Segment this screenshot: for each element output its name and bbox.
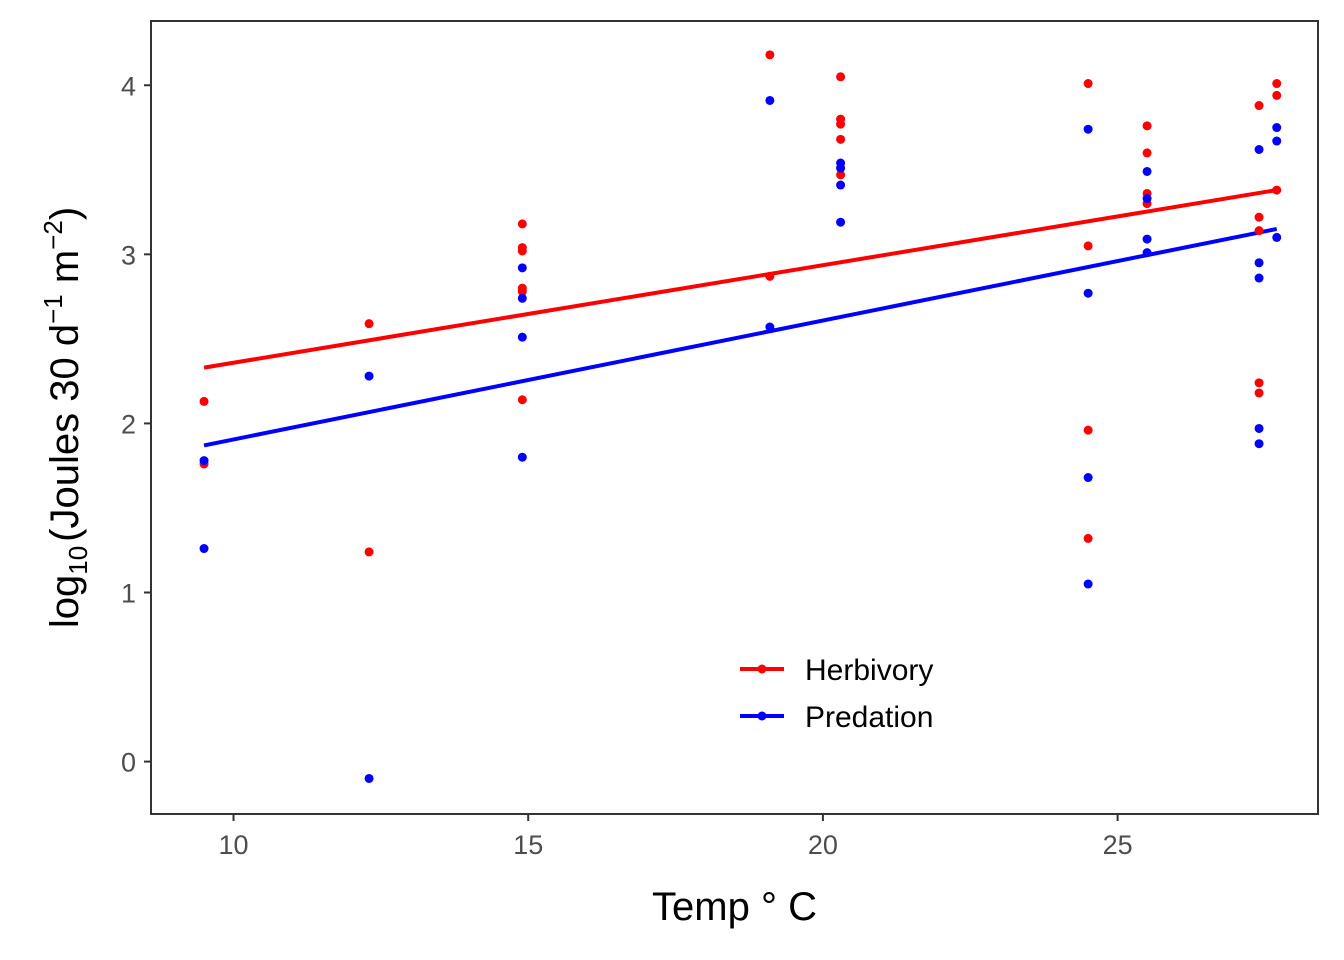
- predation-fit-line: [203, 227, 1278, 448]
- predation-point: [1142, 194, 1152, 204]
- predation-point: [1083, 579, 1093, 589]
- herbivory-point: [1254, 378, 1264, 388]
- predation-point: [364, 773, 374, 783]
- predation-point: [1254, 439, 1264, 449]
- herbivory-point: [1142, 121, 1152, 131]
- herbivory-point: [1083, 79, 1093, 89]
- predation-point: [517, 332, 527, 342]
- predation-point: [1083, 124, 1093, 134]
- predation-point: [1142, 248, 1152, 258]
- y-title-log-subscript: 10: [63, 546, 93, 575]
- y-title-close: ): [43, 207, 87, 220]
- herbivory-point: [1083, 241, 1093, 251]
- y-title-m-exponent: −2: [38, 220, 68, 250]
- herbivory-point: [364, 319, 374, 329]
- herbivory-point: [1083, 533, 1093, 543]
- y-title-m: m: [43, 250, 87, 294]
- predation-point: [765, 322, 775, 332]
- y-title-log: log: [43, 575, 87, 628]
- predation-point: [1254, 273, 1264, 283]
- herbivory-point: [364, 547, 374, 557]
- y-axis-title: log10 (Joules 30 d−1 m−2): [38, 207, 93, 628]
- herbivory-point: [765, 50, 775, 60]
- herbivory-fit-line: [203, 188, 1278, 370]
- herbivory-point: [836, 134, 846, 144]
- herbivory-point: [517, 395, 527, 405]
- y-title-main: (Joules 30 d: [43, 324, 87, 542]
- herbivory-point: [1254, 101, 1264, 111]
- legend: Herbivory Predation: [740, 654, 933, 734]
- herbivory-point: [836, 170, 846, 180]
- predation-point: [199, 456, 209, 466]
- herbivory-point: [199, 396, 209, 406]
- predation-point: [1272, 232, 1282, 242]
- predation-point: [364, 371, 374, 381]
- x-tick-label: 20: [808, 830, 838, 860]
- predation-point: [1272, 136, 1282, 146]
- plot-panel-border: [150, 20, 1319, 815]
- predation-point: [517, 293, 527, 303]
- herbivory-point: [836, 119, 846, 129]
- predation-point: [836, 217, 846, 227]
- point-layer: [199, 50, 1282, 783]
- herbivory-point: [517, 246, 527, 256]
- predation-point: [1083, 288, 1093, 298]
- herbivory-point: [1254, 226, 1264, 236]
- y-tick-label: 2: [121, 409, 136, 439]
- herbivory-point: [517, 287, 527, 297]
- x-tick-label: 25: [1103, 830, 1133, 860]
- legend-key-point-herbivory: [757, 664, 767, 674]
- herbivory-point: [836, 72, 846, 82]
- y-tick-label: 3: [121, 240, 136, 270]
- y-tick-label: 4: [121, 71, 136, 101]
- legend-key-point-predation: [757, 711, 767, 721]
- herbivory-point: [1272, 79, 1282, 89]
- predation-point: [765, 95, 775, 105]
- x-axis-title: Temp ° C: [652, 885, 817, 929]
- legend-item-predation: Predation: [740, 701, 933, 734]
- predation-point: [836, 163, 846, 173]
- herbivory-point: [1142, 148, 1152, 158]
- herbivory-point: [1254, 212, 1264, 222]
- y-tick-label: 1: [121, 579, 136, 609]
- herbivory-point: [1083, 425, 1093, 435]
- herbivory-point: [1254, 388, 1264, 398]
- predation-point: [1254, 258, 1264, 268]
- legend-label-predation: Predation: [805, 701, 933, 734]
- predation-point: [1142, 234, 1152, 244]
- herbivory-point: [765, 271, 775, 281]
- x-tick-label: 10: [218, 830, 248, 860]
- predation-point: [1083, 473, 1093, 483]
- herbivory-point: [1272, 90, 1282, 100]
- predation-point: [517, 452, 527, 462]
- legend-item-herbivory: Herbivory: [740, 654, 933, 687]
- predation-point: [1142, 166, 1152, 176]
- herbivory-point: [517, 219, 527, 229]
- predation-point: [1254, 423, 1264, 433]
- tick-layer: 10 15 20 25 0 1 2 3 4: [121, 71, 1133, 860]
- y-tick-label: 0: [121, 748, 136, 778]
- predation-point: [517, 263, 527, 273]
- y-title-d-exponent: −1: [38, 294, 68, 324]
- predation-point: [1254, 145, 1264, 155]
- herbivory-point: [1272, 185, 1282, 195]
- fit-line-layer: [203, 188, 1278, 448]
- predation-point: [1272, 123, 1282, 133]
- predation-point: [836, 180, 846, 190]
- x-tick-label: 15: [513, 830, 543, 860]
- predation-point: [199, 544, 209, 554]
- legend-label-herbivory: Herbivory: [805, 654, 933, 687]
